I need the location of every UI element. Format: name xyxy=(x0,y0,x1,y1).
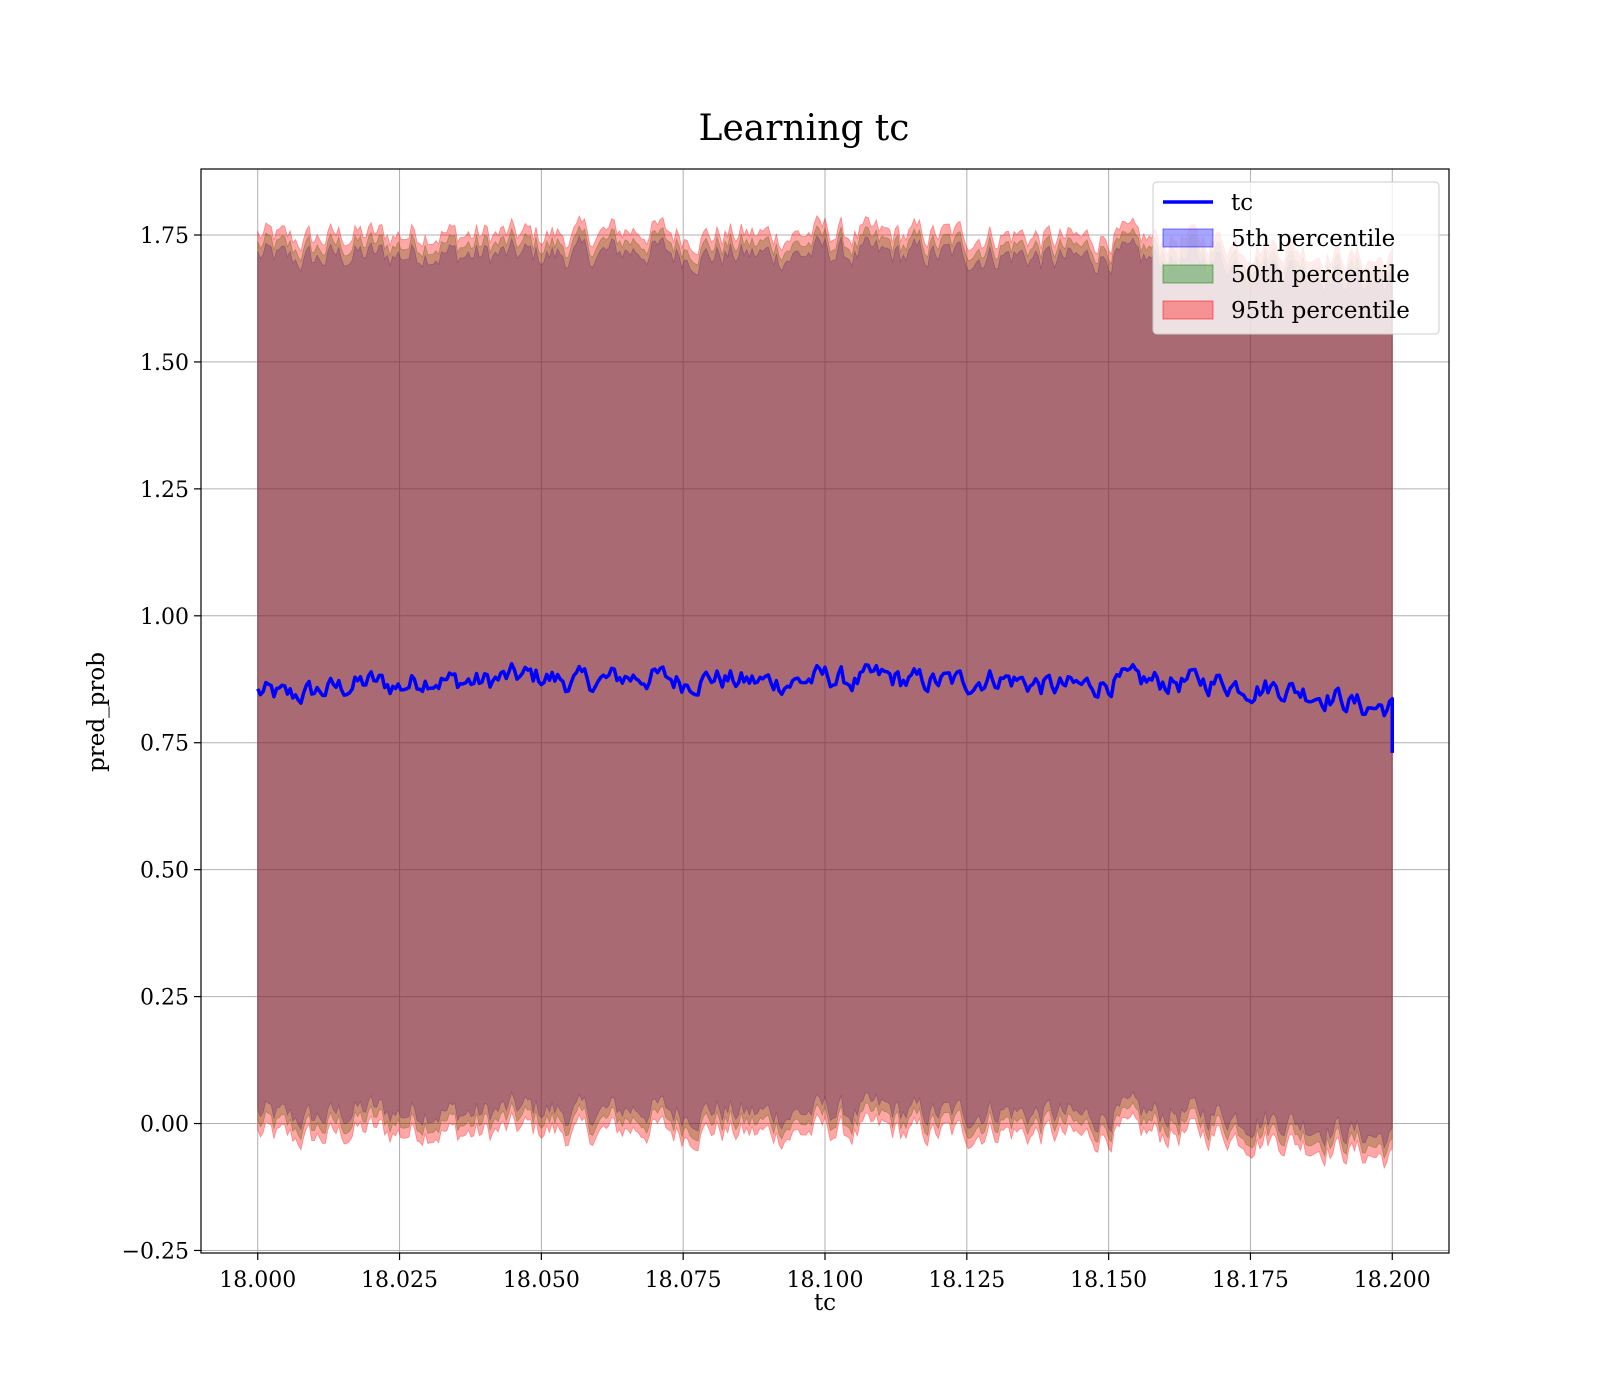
y-axis-ticks: −0.25 0.00 0.25 0.50 0.75 1.00 1.25 1.50 1.75 xyxy=(122,224,201,1264)
band-95th-percentile xyxy=(257,214,1393,1170)
y-tick-label: 0.00 xyxy=(140,1113,189,1138)
x-axis-label: tc xyxy=(814,1290,836,1316)
chart-title: Learning tc xyxy=(699,108,910,149)
legend: tc 5th percentile 50th percentile 95th perc… xyxy=(1152,181,1440,335)
band-5th-percentile xyxy=(257,235,1393,1150)
legend-label: tc xyxy=(1231,190,1253,216)
y-tick-label: −0.25 xyxy=(122,1239,189,1264)
y-tick-label: 0.75 xyxy=(140,732,189,757)
y-tick-label: 0.25 xyxy=(140,986,189,1011)
y-tick-label: 1.75 xyxy=(140,224,189,249)
legend-swatch-5th-percentile xyxy=(1162,228,1214,248)
legend-box xyxy=(1152,181,1440,335)
x-tick-label: 18.000 xyxy=(219,1268,296,1293)
x-tick-label: 18.075 xyxy=(645,1268,722,1293)
y-tick-label: 0.50 xyxy=(140,859,189,884)
y-tick-label: 1.00 xyxy=(140,605,189,630)
x-tick-label: 18.100 xyxy=(787,1268,864,1293)
x-tick-label: 18.050 xyxy=(503,1268,580,1293)
x-tick-label: 18.200 xyxy=(1354,1268,1431,1293)
series-line-tc xyxy=(256,662,1395,753)
legend-label: 50th percentile xyxy=(1231,262,1410,288)
band-50th-percentile xyxy=(257,225,1393,1160)
y-tick-label: 1.50 xyxy=(140,351,189,376)
percentile-bands xyxy=(257,214,1393,1170)
y-axis-label: pred_prob xyxy=(84,652,110,772)
x-axis-ticks: 18.000 18.025 18.050 18.075 18.100 18.125 18.1… xyxy=(219,1253,1431,1293)
legend-swatch-95th-percentile xyxy=(1162,300,1214,320)
legend-label: 95th percentile xyxy=(1231,298,1410,324)
legend-swatch-50th-percentile xyxy=(1162,264,1214,284)
x-tick-label: 18.125 xyxy=(928,1268,1005,1293)
grid-lines xyxy=(201,169,1449,1253)
x-tick-label: 18.175 xyxy=(1212,1268,1289,1293)
x-tick-label: 18.025 xyxy=(361,1268,438,1293)
x-tick-label: 18.150 xyxy=(1070,1268,1147,1293)
y-tick-label: 1.25 xyxy=(140,478,189,503)
legend-label: 5th percentile xyxy=(1231,226,1395,252)
series-lines xyxy=(256,662,1395,753)
